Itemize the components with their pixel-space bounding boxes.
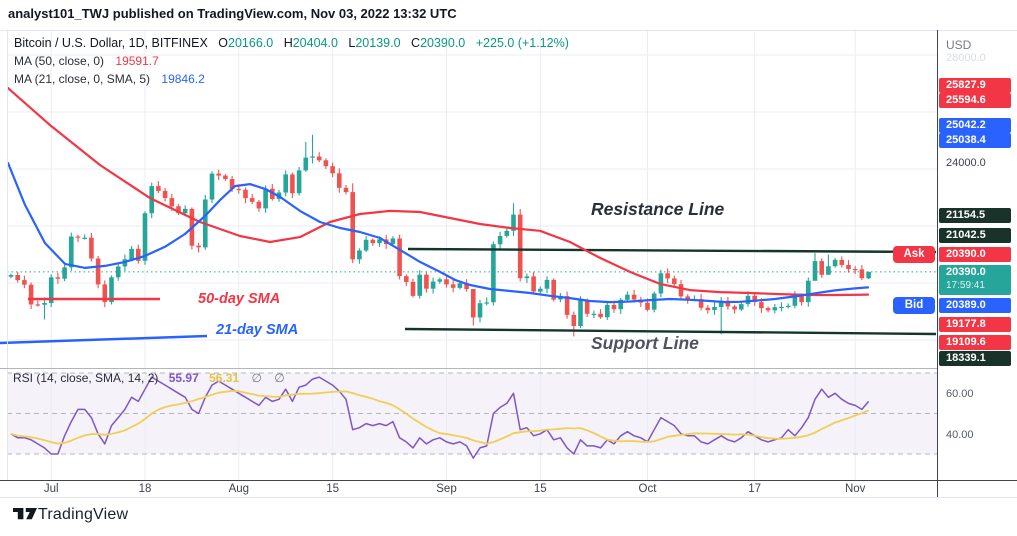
ma50-line <box>6 86 870 297</box>
resistance-trendline[interactable] <box>407 247 937 254</box>
rsi-ma-line <box>10 389 869 445</box>
support-trendline[interactable] <box>404 327 937 336</box>
ma21-line <box>6 161 870 304</box>
rsi-line <box>10 376 870 459</box>
lows-trend-segment[interactable] <box>0 334 208 345</box>
